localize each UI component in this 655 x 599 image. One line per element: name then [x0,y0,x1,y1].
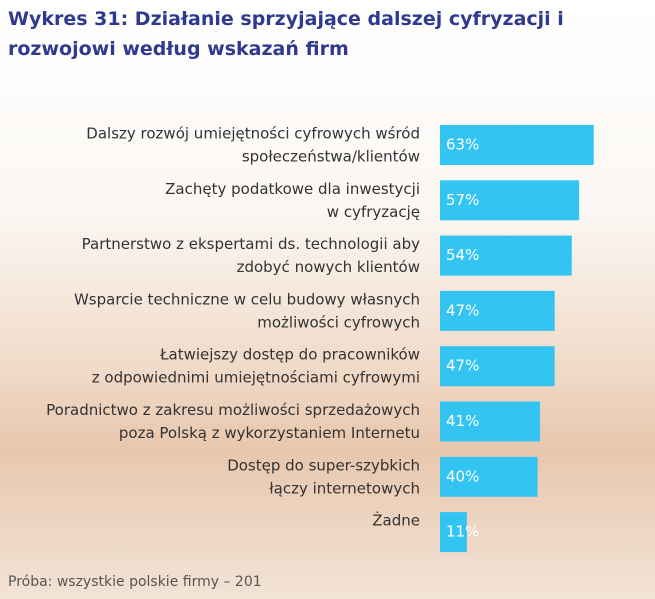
category-label: Łatwiejszy dostęp do pracowników [159,346,420,364]
category-label: społeczeństwa/klientów [242,148,420,166]
bar [440,456,538,497]
category-label: łączy internetowych [269,479,420,497]
value-label: 11% [446,523,479,541]
value-label: 47% [446,301,479,319]
bar [440,346,555,387]
category-label: poza Polską z wykorzystaniem Internetu [119,424,420,442]
category-label: możliwości cyfrowych [257,313,420,331]
bar [440,180,580,221]
value-label: 54% [446,246,479,264]
category-label: Partnerstwo z ekspertami ds. technologii… [82,235,420,253]
category-label: z odpowiednimi umiejętnościami cyfrowymi [92,369,420,387]
category-label: Dalszy rozwój umiejętności cyfrowych wśr… [86,125,420,143]
value-label: 41% [446,412,479,430]
value-label: 47% [446,357,479,375]
note: Próba: wszystkie polskie firmy – 201 [8,574,262,590]
bar [440,512,467,553]
bar [440,235,572,276]
bar [440,401,541,442]
category-label: Poradnictwo z zakresu możliwości sprzeda… [46,401,420,419]
bar [440,290,555,331]
category-label: w cyfryzację [327,203,420,221]
category-label: Zachęty podatkowe dla inwestycji [165,180,420,198]
bar [440,125,594,165]
category-label: Żadne [372,511,420,530]
chart-title: Wykres 31: Działanie sprzyjające dalszej… [8,8,564,60]
category-label: Wsparcie techniczne w celu budowy własny… [74,290,420,308]
value-label: 57% [446,191,479,209]
value-label: 40% [446,467,479,485]
value-label: 63% [446,136,479,154]
category-label: Dostęp do super-szybkich [227,456,420,474]
category-label: zdobyć nowych klientów [237,258,420,276]
